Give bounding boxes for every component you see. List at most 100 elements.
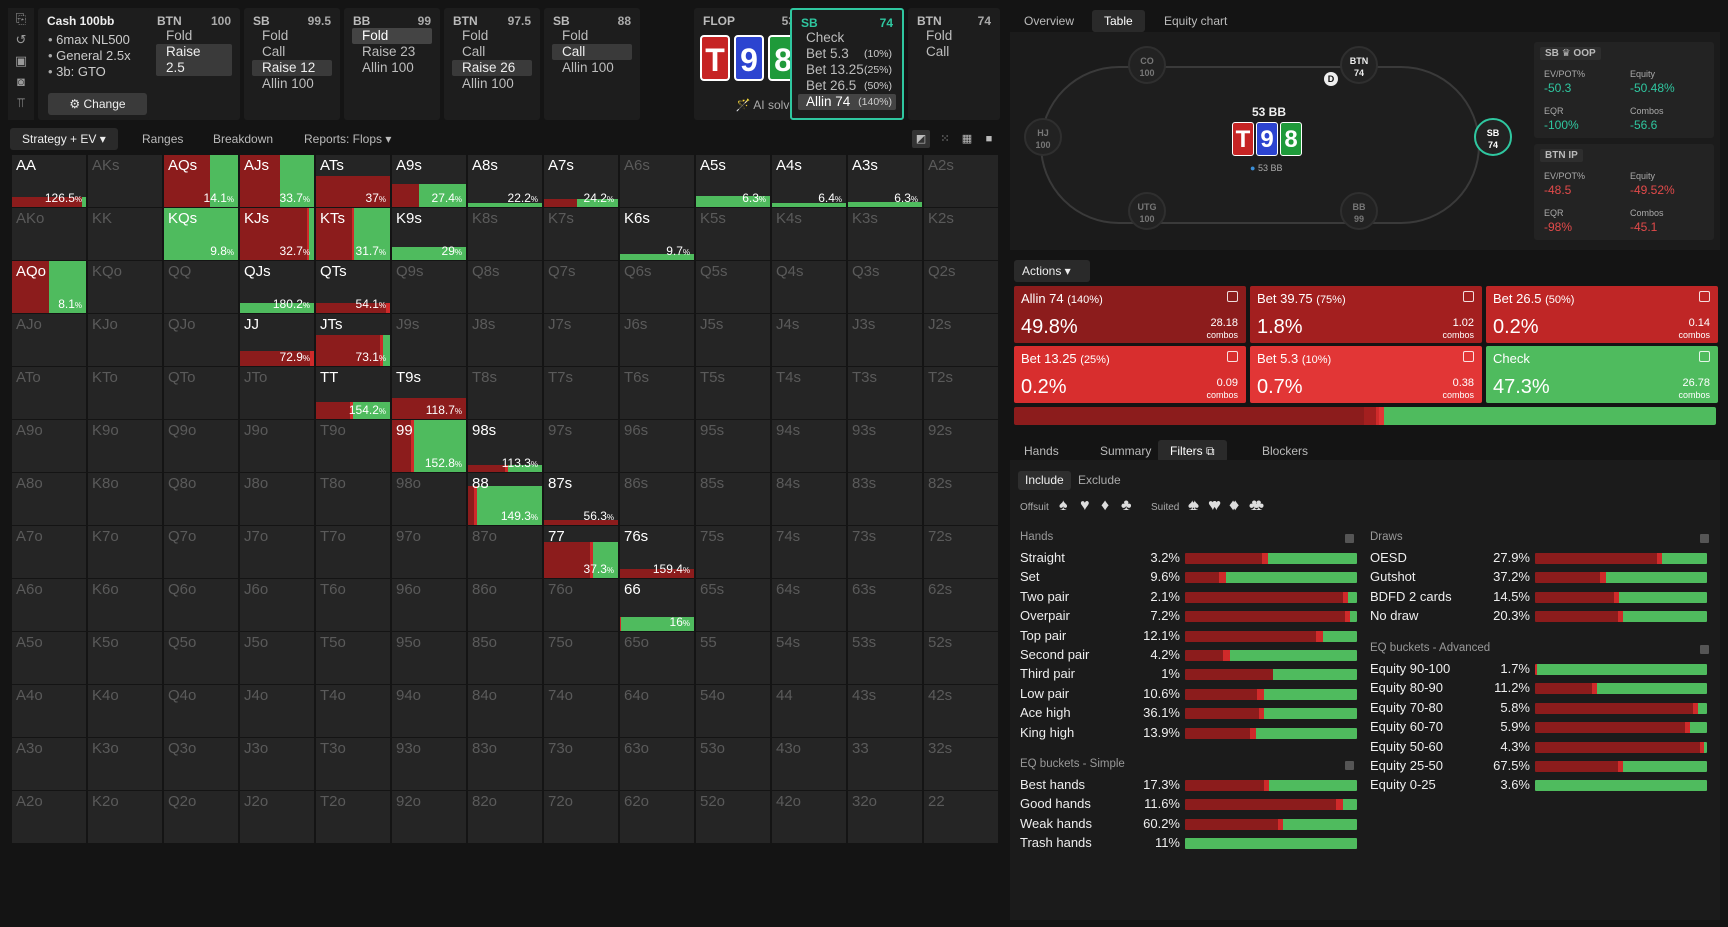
hand-cell-kjo[interactable]: KJo xyxy=(88,314,162,366)
hand-cell-76o[interactable]: 76o xyxy=(544,579,618,631)
filter-row[interactable]: Top pair 12.1% xyxy=(1020,626,1360,645)
filter-row[interactable]: Equity 70-80 5.8% xyxy=(1370,698,1710,717)
node-action[interactable]: Bet 5.3 (10%) xyxy=(798,46,896,62)
hand-cell-54s[interactable]: 54s xyxy=(772,632,846,684)
filter-row[interactable]: Ace high 36.1% xyxy=(1020,703,1360,722)
hand-cell-q7o[interactable]: Q7o xyxy=(164,526,238,578)
action-box[interactable]: Bet 5.3 (10%) 0.7% 0.38 combos xyxy=(1250,346,1482,403)
node-action[interactable]: Call xyxy=(926,44,950,59)
hand-cell-kqo[interactable]: KQo xyxy=(88,261,162,313)
hand-cell-63o[interactable]: 63o xyxy=(620,738,694,790)
hand-cell-74o[interactable]: 74o xyxy=(544,685,618,737)
diamond-icon[interactable]: ♦ xyxy=(1101,497,1110,514)
hand-cell-k6s[interactable]: K6s 9.7% xyxy=(620,208,694,260)
view-compact-icon[interactable]: ⁙ xyxy=(940,133,950,145)
node-action[interactable]: Allin 74 (140%) xyxy=(798,94,896,110)
hand-cell-t3s[interactable]: T3s xyxy=(848,367,922,419)
hand-cell-86o[interactable]: 86o xyxy=(468,579,542,631)
spade-pair-icon[interactable]: ♠♠ xyxy=(1188,497,1199,514)
save-icon[interactable]: ▣ xyxy=(14,53,28,68)
tab-hands[interactable]: Hands xyxy=(1024,444,1059,458)
hand-cell-j8s[interactable]: J8s xyxy=(468,314,542,366)
hand-cell-72s[interactable]: 72s xyxy=(924,526,998,578)
hand-cell-k5o[interactable]: K5o xyxy=(88,632,162,684)
node-action[interactable]: Raise 2.5 xyxy=(156,44,232,76)
hand-cell-aqs[interactable]: AQs 14.1% xyxy=(164,155,238,207)
hand-cell-j5o[interactable]: J5o xyxy=(240,632,314,684)
node-action[interactable]: Allin 100 xyxy=(362,60,414,75)
hand-cell-53o[interactable]: 53o xyxy=(696,738,770,790)
hand-cell-98o[interactable]: 98o xyxy=(392,473,466,525)
hand-cell-t6s[interactable]: T6s xyxy=(620,367,694,419)
hand-cell-t9s[interactable]: T9s 118.7% xyxy=(392,367,466,419)
hand-cell-k5s[interactable]: K5s xyxy=(696,208,770,260)
hand-cell-92s[interactable]: 92s xyxy=(924,420,998,472)
hand-cell-q9s[interactable]: Q9s xyxy=(392,261,466,313)
filter-row[interactable]: Two pair 2.1% xyxy=(1020,587,1360,606)
note-icon[interactable] xyxy=(1227,291,1238,302)
hand-cell-k6o[interactable]: K6o xyxy=(88,579,162,631)
hand-cell-t2s[interactable]: T2s xyxy=(924,367,998,419)
bookmark-icon[interactable]: ⎘ xyxy=(15,11,27,26)
hand-cell-ajs[interactable]: AJs 33.7% xyxy=(240,155,314,207)
view-grid-icon[interactable]: ▦ xyxy=(961,133,973,145)
hand-cell-kjs[interactable]: KJs 32.7% xyxy=(240,208,314,260)
hand-cell-55[interactable]: 55 xyxy=(696,632,770,684)
node-action[interactable]: Fold xyxy=(262,28,289,43)
hand-cell-j4s[interactable]: J4s xyxy=(772,314,846,366)
hand-cell-66[interactable]: 66 16% xyxy=(620,579,694,631)
tab-filters[interactable]: Filters ⧉ xyxy=(1158,440,1227,462)
heart-icon[interactable]: ♥ xyxy=(1080,497,1090,514)
tab-breakdown[interactable]: Breakdown xyxy=(213,132,274,146)
node-action[interactable]: Fold xyxy=(562,28,589,43)
action-box[interactable]: Allin 74 (140%) 49.8% 28.18 combos xyxy=(1014,286,1246,343)
reports-dropdown[interactable]: Reports: Flops ▾ xyxy=(304,132,392,146)
hand-cell-j6o[interactable]: J6o xyxy=(240,579,314,631)
hand-cell-kts[interactable]: KTs 31.7% xyxy=(316,208,390,260)
hand-cell-qto[interactable]: QTo xyxy=(164,367,238,419)
note-icon[interactable] xyxy=(1463,291,1474,302)
hand-cell-62o[interactable]: 62o xyxy=(620,791,694,843)
hand-cell-q7s[interactable]: Q7s xyxy=(544,261,618,313)
tab-blockers[interactable]: Blockers xyxy=(1262,444,1309,458)
filter-row[interactable]: Set 9.6% xyxy=(1020,567,1360,586)
hand-cell-t5o[interactable]: T5o xyxy=(316,632,390,684)
diamond-pair-icon[interactable]: ♦♦ xyxy=(1229,497,1240,514)
filter-row[interactable]: Trash hands 11% xyxy=(1020,833,1360,852)
hand-cell-aqo[interactable]: AQo 8.1% xyxy=(12,261,86,313)
hand-cell-ako[interactable]: AKo xyxy=(12,208,86,260)
node-action[interactable]: Raise 26 xyxy=(452,60,532,76)
node-action[interactable]: Fold xyxy=(462,28,489,43)
hand-cell-aks[interactable]: AKs xyxy=(88,155,162,207)
hand-cell-q8o[interactable]: Q8o xyxy=(164,473,238,525)
hand-cell-53s[interactable]: 53s xyxy=(848,632,922,684)
filter-row[interactable]: Equity 50-60 4.3% xyxy=(1370,737,1710,756)
hand-cell-jj[interactable]: JJ 72.9% xyxy=(240,314,314,366)
hand-cell-87o[interactable]: 87o xyxy=(468,526,542,578)
hand-cell-a6s[interactable]: A6s xyxy=(620,155,694,207)
hand-cell-97s[interactable]: 97s xyxy=(544,420,618,472)
hand-cell-52s[interactable]: 52s xyxy=(924,632,998,684)
hand-cell-75s[interactable]: 75s xyxy=(696,526,770,578)
tab-summary[interactable]: Summary xyxy=(1100,444,1152,458)
seat-sb[interactable]: SB 74 xyxy=(1474,118,1512,156)
node-action[interactable]: Bet 13.25 (25%) xyxy=(798,62,896,78)
hand-cell-64s[interactable]: 64s xyxy=(772,579,846,631)
node-action[interactable]: Raise 23 xyxy=(362,44,416,59)
history-icon[interactable]: ↺ xyxy=(15,32,27,47)
gamepad-icon[interactable]: ◙ xyxy=(17,74,25,89)
action-box[interactable]: Check 47.3% 26.78 combos xyxy=(1486,346,1718,403)
hand-cell-t4o[interactable]: T4o xyxy=(316,685,390,737)
hand-cell-43s[interactable]: 43s xyxy=(848,685,922,737)
hand-cell-87s[interactable]: 87s 56.3% xyxy=(544,473,618,525)
hand-cell-88[interactable]: 88 149.3% xyxy=(468,473,542,525)
hand-cell-33[interactable]: 33 xyxy=(848,738,922,790)
collapse-icon[interactable] xyxy=(1700,645,1709,654)
filter-row[interactable]: Best hands 17.3% xyxy=(1020,775,1360,794)
hand-cell-43o[interactable]: 43o xyxy=(772,738,846,790)
hand-cell-t2o[interactable]: T2o xyxy=(316,791,390,843)
heart-pair-icon[interactable]: ♥♥ xyxy=(1208,497,1221,514)
hand-cell-k8o[interactable]: K8o xyxy=(88,473,162,525)
collapse-icon[interactable] xyxy=(1345,761,1354,770)
filter-row[interactable]: King high 13.9% xyxy=(1020,723,1360,742)
